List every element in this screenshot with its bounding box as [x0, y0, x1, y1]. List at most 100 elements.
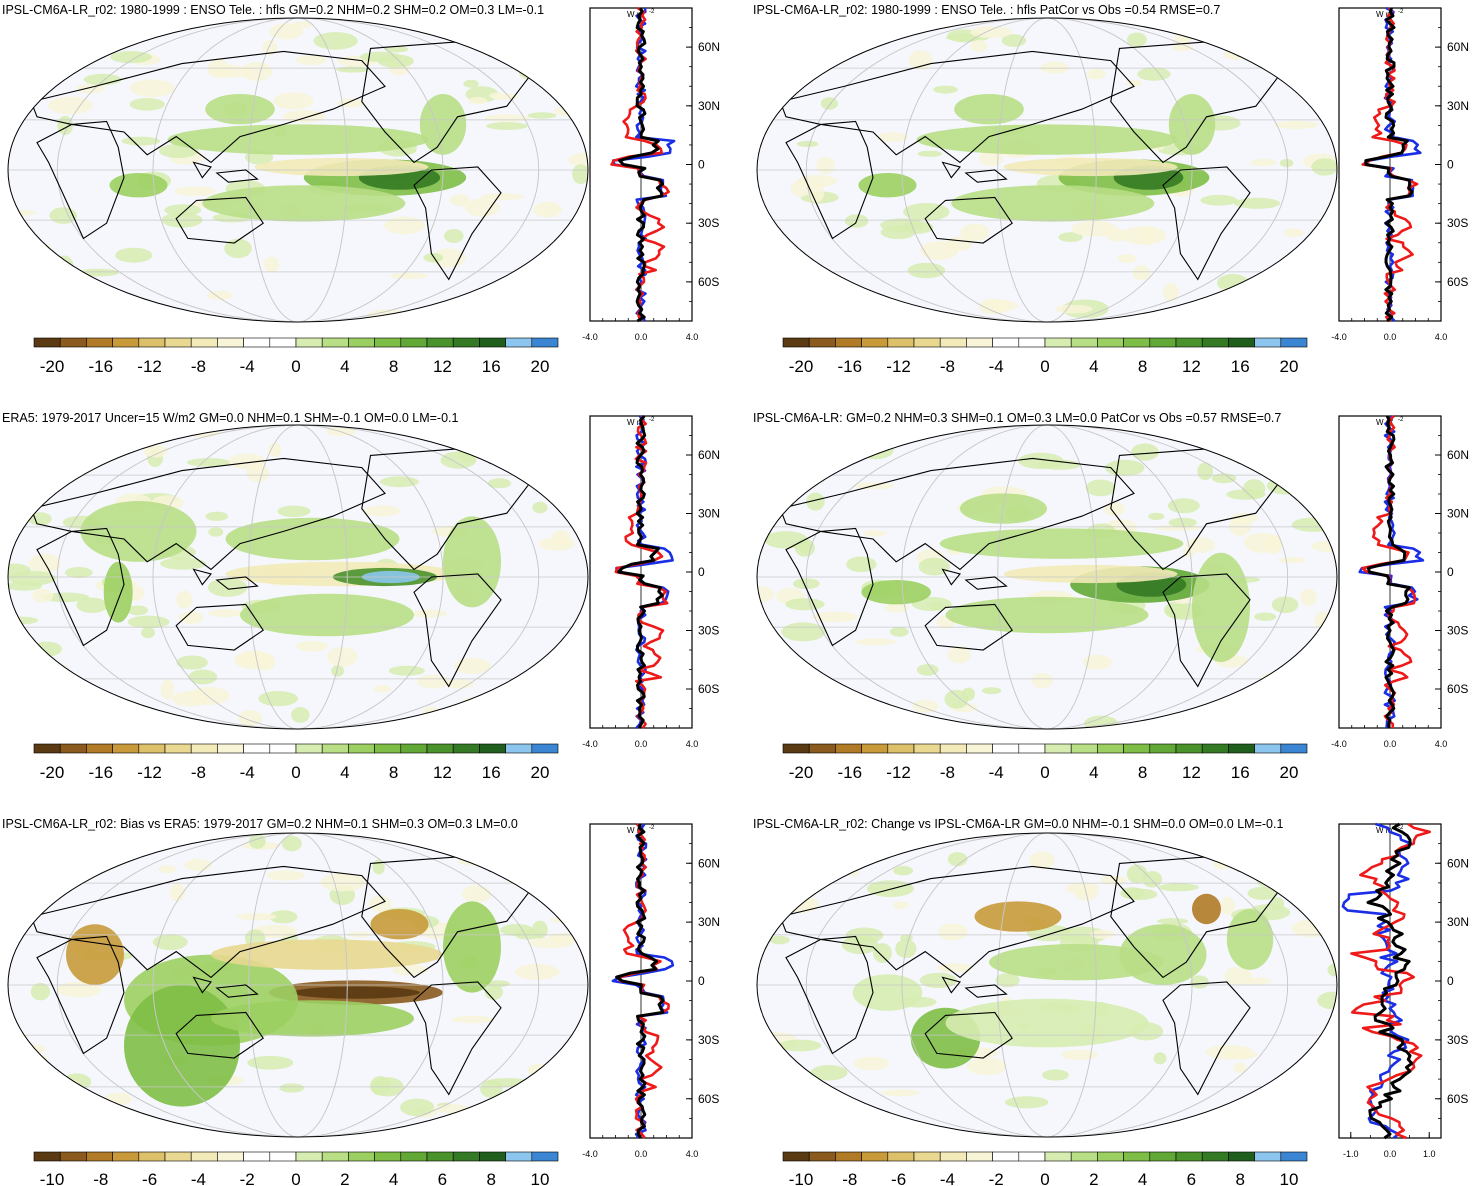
anomaly-patch [28, 512, 52, 526]
colorbar-swatch [321, 743, 349, 754]
profile-x-label: 4.0 [686, 739, 699, 749]
colorbar-label: -10 [789, 1170, 814, 1186]
anomaly-patch [184, 858, 212, 872]
colorbar-swatch [452, 743, 480, 754]
colorbar-swatch [887, 743, 915, 754]
anomaly-patch [224, 238, 252, 259]
anomaly-patch [812, 611, 858, 623]
anomaly-patch [263, 256, 280, 273]
anomaly-patch [1131, 443, 1159, 461]
anomaly-patch [51, 1078, 79, 1089]
anomaly-patch [518, 66, 540, 80]
anomaly-patch [1190, 975, 1209, 989]
anomaly-patch [1311, 158, 1337, 176]
anomaly-patch [816, 1116, 835, 1126]
anomaly-patch [1236, 315, 1256, 322]
colorbar-swatch [164, 1151, 192, 1162]
anomaly-patch [549, 916, 586, 924]
continent-outline [476, 839, 531, 872]
anomaly-patch [206, 290, 233, 300]
anomaly-patch [1247, 886, 1278, 900]
colorbar-swatch [913, 743, 941, 754]
anomaly-patch [1317, 991, 1337, 1010]
colorbar-swatch [400, 1151, 428, 1162]
anomaly-patch [553, 106, 588, 117]
colorbar-swatch [531, 743, 559, 754]
colorbar-label: 16 [482, 357, 501, 376]
anomaly-patch [819, 29, 848, 42]
anomaly-patch [1055, 304, 1093, 314]
map [756, 424, 1338, 730]
anomaly-patch [444, 229, 464, 243]
anomaly-patch [164, 312, 195, 322]
anomaly-patch [1291, 517, 1335, 532]
anomaly-patch [152, 934, 188, 951]
anomaly-patch [364, 505, 401, 517]
anomaly-patch [916, 664, 939, 676]
colorbar-label: 8 [389, 357, 398, 376]
anomaly-patch [377, 54, 414, 68]
colorbar-label: 0 [1040, 763, 1049, 782]
colorbar-label: -8 [940, 357, 955, 376]
anomaly-patch [445, 679, 474, 689]
profile-line-red [1350, 822, 1431, 1140]
anomaly-patch [384, 46, 409, 53]
colorbar-label: -4 [989, 763, 1004, 782]
continent-outline [779, 50, 1135, 164]
map [756, 832, 1338, 1138]
anomaly-patch [205, 511, 229, 521]
profile-line-red [614, 415, 669, 729]
panel-6: IPSL-CM6A-LR_r02: Change vs IPSL-CM6A-LR… [753, 817, 1469, 1186]
anomaly-patch [1086, 68, 1107, 80]
anomaly-patch [1275, 440, 1299, 454]
profile-lat-label: 60S [698, 1092, 719, 1106]
anomaly-region [254, 157, 429, 177]
anomaly-patch [139, 311, 175, 322]
colorbar-swatch [1149, 337, 1177, 348]
continent-outline [215, 984, 259, 998]
colorbar-swatch [1254, 743, 1282, 754]
profile-x-label: 0.0 [1384, 332, 1397, 342]
anomaly-region [1003, 564, 1178, 584]
colorbar-label: 20 [1280, 763, 1299, 782]
anomaly-patch [1148, 512, 1165, 521]
anomaly-patch [775, 858, 809, 867]
profile-lat-label: 60S [1447, 275, 1468, 289]
continent-outline [215, 576, 259, 590]
anomaly-patch [176, 655, 208, 670]
panel-5: IPSL-CM6A-LR_r02: Bias vs ERA5: 1979-201… [2, 817, 720, 1186]
anomaly-patch [1127, 32, 1147, 47]
anomaly-patch [1061, 1049, 1098, 1061]
anomaly-patch [499, 719, 516, 727]
anomaly-patch [947, 646, 971, 664]
anomaly-patch [269, 23, 304, 40]
continent-outline [192, 161, 212, 179]
anomaly-patch [331, 665, 345, 677]
colorbar-label: 0 [291, 1170, 300, 1186]
anomaly-patch [1218, 288, 1231, 307]
anomaly-patch [806, 864, 839, 883]
map-field [8, 18, 588, 322]
profile-units: W m [1376, 10, 1393, 19]
anomaly-patch [208, 609, 244, 617]
map [7, 832, 589, 1138]
continent-outline [36, 120, 125, 240]
anomaly-patch [1065, 882, 1100, 895]
anomaly-patch [1231, 308, 1269, 322]
anomaly-patch [819, 1113, 840, 1129]
colorbar-label: -12 [137, 357, 162, 376]
colorbar: -20 -16 -12 -8 -4 0 4 8 12 16 20 [782, 743, 1308, 782]
anomaly-patch [908, 50, 933, 70]
profile-lat-label: 0 [1447, 158, 1454, 172]
anomaly-patch [876, 132, 909, 142]
anomaly-patch [827, 696, 847, 715]
anomaly-patch [1239, 26, 1273, 45]
anomaly-patch [1121, 226, 1167, 245]
anomaly-patch [208, 527, 224, 537]
colorbar-label: 20 [531, 357, 550, 376]
anomaly-patch [808, 183, 825, 203]
anomaly-patch [778, 1039, 822, 1052]
colorbar-swatch [190, 337, 218, 348]
colorbar-swatch [1070, 1151, 1098, 1162]
anomaly-patch [1233, 1062, 1247, 1073]
